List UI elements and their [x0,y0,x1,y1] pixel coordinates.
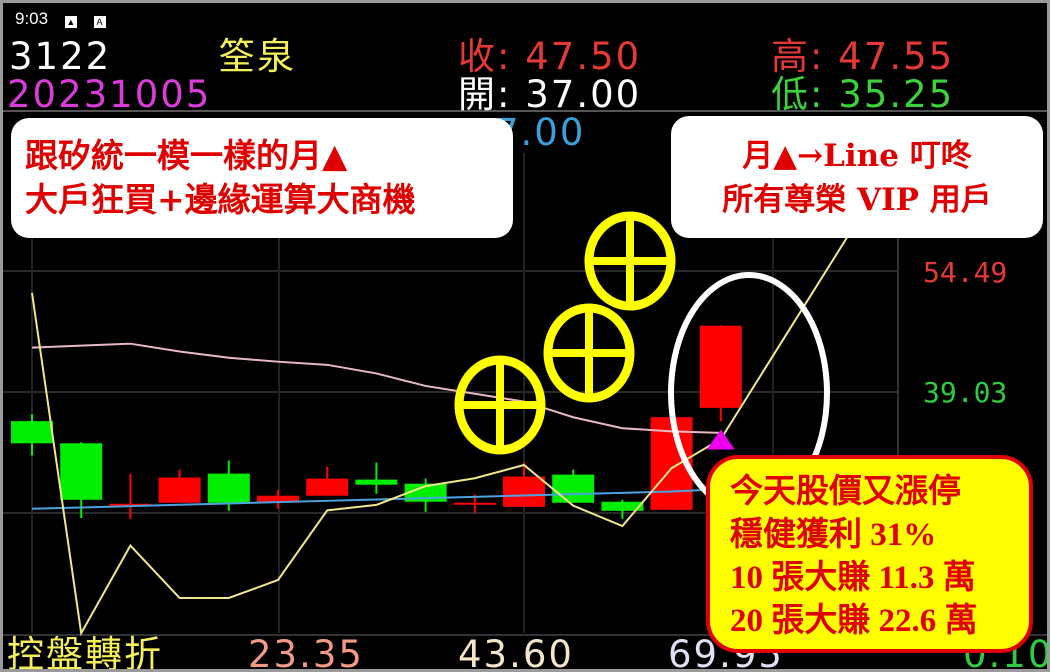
signal-triangle [706,429,735,450]
ma-short-line [31,488,721,510]
close-label: 收: [458,35,512,78]
candle-body [453,502,496,505]
candle-body [158,477,201,503]
image-icon: ▲ [64,16,77,28]
callout-left-line-2: 大戶狂買+邊緣運算大商機 [25,180,416,219]
low-value: 35.25 [838,73,955,116]
candle-body [306,478,349,496]
callout-result-line-3: 10 張大賺 11.3 萬 [730,560,976,596]
stock-code: 3122 [9,35,112,78]
callout-result-line-1: 今天股價又漲停 [730,474,961,510]
callout-left: 跟矽統一模一樣的月▲ 大戶狂買+邊緣運算大商機 [11,118,513,238]
bottom-value-2: 43.60 [458,633,574,672]
candle-body [552,474,595,503]
price-label-mid: 39.03 [923,376,1008,409]
candle-body [11,421,53,444]
quote-date: 20231005 [7,73,212,116]
price-label-high: 54.49 [923,256,1008,289]
indicator-line [31,227,854,637]
callout-left-line-1: 跟矽統一模一樣的月▲ [25,136,348,175]
candle-body [699,325,742,408]
callout-result: 今天股價又漲停 穩健獲利 31% 10 張大賺 11.3 萬 20 張大賺 22… [706,455,1033,653]
open-price: 開: 37.00 [458,75,641,115]
status-time: 9:03 [15,9,49,28]
callout-right: 月▲→Line 叮咚 所有尊榮 VIP 用戶 [671,116,1043,238]
high-label: 高: [771,35,825,78]
bottom-row-label: 控盤轉折 [7,633,163,672]
callout-result-line-2: 穩健獲利 31% [730,517,937,553]
status-bar: 9:03 ▲ A [15,9,106,29]
stock-name: 筌泉 [218,35,296,78]
callout-right-line-1: 月▲→Line 叮咚 [742,138,972,174]
callout-result-line-4: 20 張大賺 22.6 萬 [730,603,978,639]
ma-long-line [31,342,721,434]
candle-body [109,503,152,506]
high-value: 47.55 [838,35,955,78]
low-price: 低: 35.25 [771,75,954,115]
candle-body [601,501,644,511]
callout-right-line-2: 所有尊榮 VIP 用戶 [722,182,992,218]
close-price: 收: 47.50 [458,37,641,77]
candle-body [207,473,250,503]
open-label: 開: [458,73,512,116]
open-value: 37.00 [525,73,642,116]
font-icon: A [93,16,106,28]
candle-body [355,479,398,485]
low-label: 低: [771,73,825,116]
candle-body [60,443,103,500]
high-price: 高: 47.55 [771,37,954,77]
close-value: 47.50 [525,35,642,78]
candle-body [257,495,299,502]
bottom-value-1: 23.35 [248,633,364,672]
candle-body [503,476,545,507]
